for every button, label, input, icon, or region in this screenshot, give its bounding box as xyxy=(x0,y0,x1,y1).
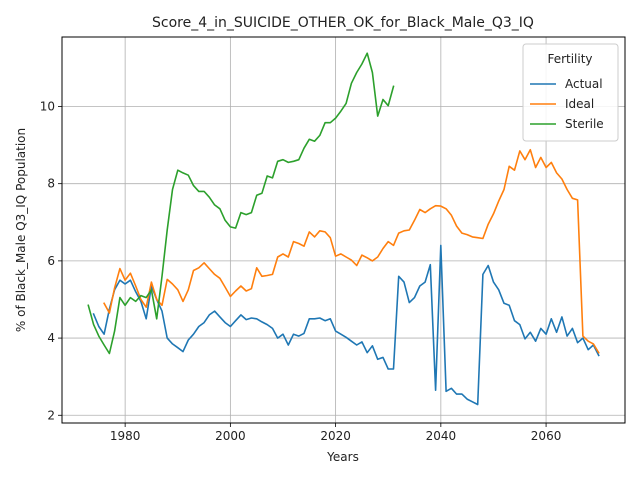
legend-label-sterile: Sterile xyxy=(565,117,604,131)
legend-title: Fertility xyxy=(547,52,592,66)
series-layer xyxy=(87,52,600,406)
y-tick-label: 8 xyxy=(47,177,55,191)
x-tick-label: 2060 xyxy=(531,429,562,443)
x-tick-label: 2020 xyxy=(320,429,351,443)
legend-box xyxy=(522,43,619,142)
y-tick-label: 10 xyxy=(40,99,55,113)
x-tick-label: 2040 xyxy=(426,429,457,443)
plot-frame xyxy=(61,36,626,424)
y-tick-label: 2 xyxy=(47,408,55,422)
legend-label-actual: Actual xyxy=(565,77,603,91)
y-axis-title: % of Black_Male Q3_IQ Population xyxy=(14,128,28,332)
series-line-actual xyxy=(92,244,600,406)
series-line-ideal xyxy=(103,148,600,354)
legend-label-ideal: Ideal xyxy=(565,97,594,111)
x-axis-title: Years xyxy=(326,450,359,464)
y-tick-label: 6 xyxy=(47,254,55,268)
legend: Fertility Actual Ideal Sterile xyxy=(522,43,619,142)
legend-entries: Actual Ideal Sterile xyxy=(530,77,604,131)
x-tick-label: 1980 xyxy=(110,429,141,443)
y-tick-label: 4 xyxy=(47,331,55,345)
chart-title: Score_4_in_SUICIDE_OTHER_OK_for_Black_Ma… xyxy=(152,15,534,31)
ticks-layer: 1980 2000 2020 2040 2060 2 4 6 8 10 xyxy=(40,99,562,443)
x-tick-label: 2000 xyxy=(215,429,246,443)
series-line-sterile xyxy=(87,52,395,355)
